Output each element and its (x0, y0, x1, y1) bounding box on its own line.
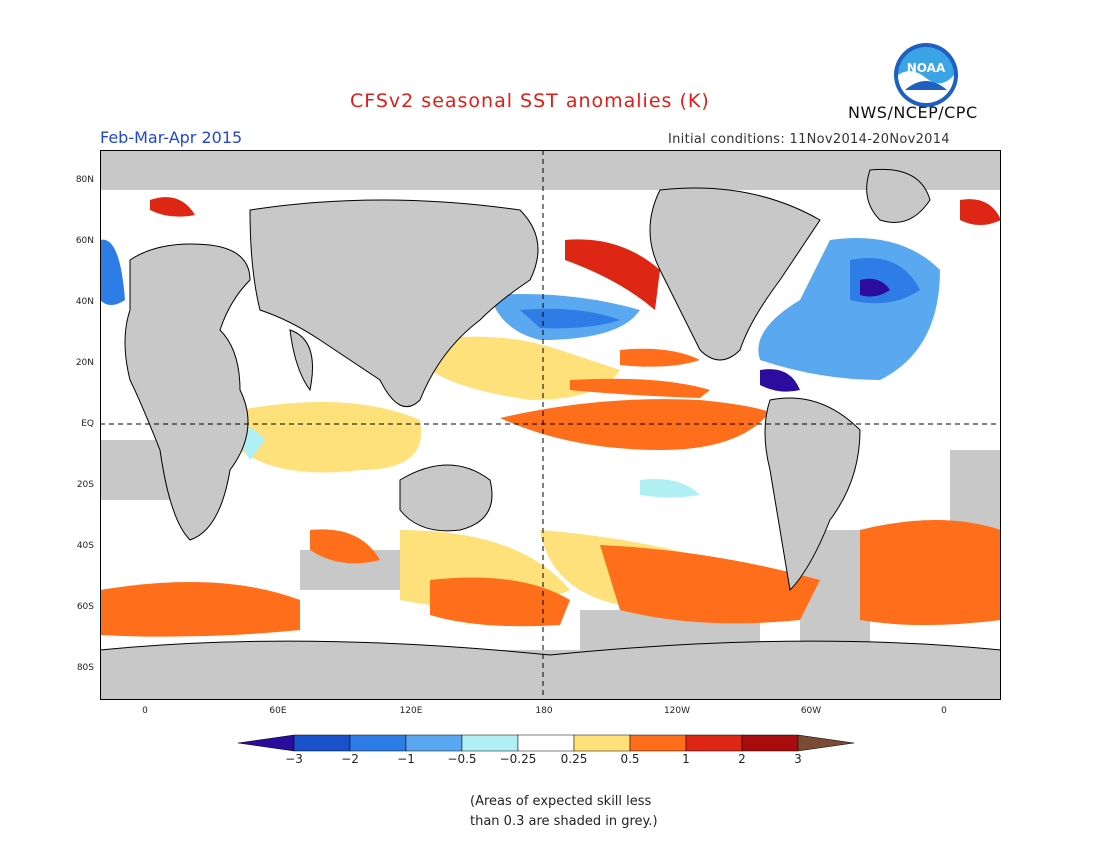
indian-ocean-warm-2 (310, 529, 380, 564)
lat-label: 40S (76, 541, 94, 551)
north-atlantic-cold-peak (860, 278, 890, 297)
colorbar-tick-label: −0.25 (499, 752, 537, 766)
noaa-logo-icon: NOAA (894, 43, 958, 107)
colorbar-tick-label: −1 (397, 752, 415, 766)
lat-label: 80N (75, 175, 94, 185)
initial-conditions: Initial conditions: 11Nov2014-20Nov2014 (668, 132, 950, 147)
lon-label: 180 (535, 706, 553, 716)
colorbar-tick-label: 0.25 (560, 752, 588, 766)
africa-europe (124, 243, 251, 541)
colorbar-cell (517, 734, 575, 752)
lat-label: 60N (75, 236, 94, 246)
colorbar-cell (405, 734, 463, 752)
sst-anomaly-map (100, 150, 1001, 700)
lon-label: 120W (663, 706, 691, 716)
forecast-period: Feb-Mar-Apr 2015 (100, 128, 243, 147)
colorbar-cell (629, 734, 687, 752)
colorbar-tick-label: 1 (682, 752, 690, 766)
colorbar-cell (685, 734, 743, 752)
map-title: CFSv2 seasonal SST anomalies (K) (350, 90, 710, 112)
lat-label: 20S (76, 480, 94, 490)
colorbar-tick-label: −3 (285, 752, 303, 766)
lat-label: EQ (81, 419, 94, 429)
colorbar-cell (573, 734, 631, 752)
north-america (649, 187, 821, 361)
caribbean-cold-peak (760, 369, 800, 392)
colorbar-cell (349, 734, 407, 752)
skill-note-line1: (Areas of expected skill less (470, 794, 652, 809)
west-edge-cold (100, 239, 125, 305)
colorbar-arrow-high (797, 734, 855, 752)
asia (249, 199, 539, 408)
skill-note: (Areas of expected skill less than 0.3 a… (470, 792, 658, 832)
lon-label: 0 (941, 706, 947, 716)
lon-label: 60W (800, 706, 822, 716)
colorbar-cell (741, 734, 799, 752)
south-america (764, 397, 861, 592)
ne-pacific-warm (620, 348, 700, 367)
colorbar-tick-label: −0.5 (447, 752, 477, 766)
colorbar-tick-label: 3 (794, 752, 802, 766)
southern-ocean-warm-1 (100, 582, 300, 637)
lat-label: 20N (75, 358, 94, 368)
central-pacific-warm (570, 378, 710, 398)
india (289, 329, 313, 392)
map-frame (100, 150, 1001, 700)
southern-ocean-warm-2 (430, 577, 570, 627)
colorbar-tick-label: −2 (341, 752, 359, 766)
arctic-warm-1 (150, 197, 195, 217)
agency-label: NWS/NCEP/CPC (848, 103, 978, 122)
colorbar-cell (461, 734, 519, 752)
svg-text:NOAA: NOAA (907, 61, 946, 75)
lon-label: 60E (269, 706, 287, 716)
el-nino-tongue (500, 399, 770, 450)
south-atlantic-warm (860, 520, 1001, 625)
southern-ocean-warm-3 (600, 545, 820, 624)
antarctica (100, 640, 1001, 700)
anomaly-shading (100, 197, 1001, 637)
lat-label: 60S (76, 602, 94, 612)
lat-label: 40N (75, 297, 94, 307)
skill-note-line2: than 0.3 are shaded in grey.) (470, 814, 658, 829)
colorbar (238, 734, 855, 752)
south-pacific-cool (640, 479, 700, 498)
colorbar-tick-label: 0.5 (620, 752, 640, 766)
australia (399, 464, 493, 532)
gulf-of-alaska-warm (565, 239, 660, 310)
arctic-warm-2 (960, 199, 1001, 225)
lon-label: 120E (399, 706, 423, 716)
lat-label: 80S (76, 663, 94, 673)
north-pacific-cold-core (520, 308, 620, 329)
colorbar-cell (293, 734, 351, 752)
colorbar-arrow-low (238, 734, 295, 752)
lon-label: 0 (142, 706, 148, 716)
land (100, 168, 1001, 700)
greenland (866, 168, 931, 223)
colorbar-tick-label: 2 (738, 752, 746, 766)
indian-ocean-warm (240, 402, 422, 473)
